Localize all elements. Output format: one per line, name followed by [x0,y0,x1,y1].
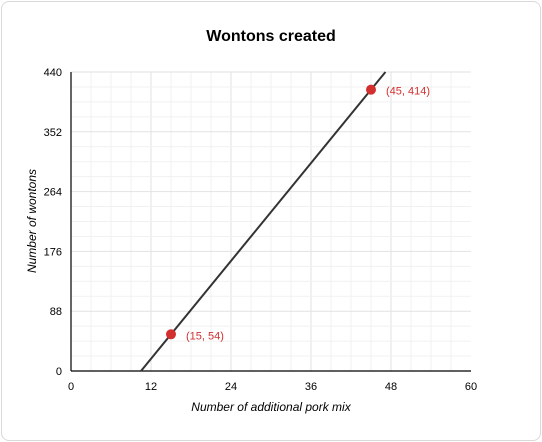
y-tick-label: 88 [50,306,62,318]
x-tick-label: 60 [465,381,477,393]
x-tick-label: 24 [225,381,237,393]
y-tick-labels: 0 88 176 264 352 440 [44,67,62,378]
grid [71,71,471,371]
y-tick-label: 352 [44,127,62,139]
data-point [366,84,376,95]
x-tick-labels: 0 12 24 36 48 60 [68,381,477,393]
y-tick-label: 0 [56,366,62,378]
series-line [140,71,387,372]
data-point-label: (45, 414) [386,86,430,98]
x-tick-label: 0 [68,381,74,393]
chart-title: Wontons created [206,28,336,45]
data-point-label: (15, 54) [186,330,224,342]
axes [70,72,471,372]
y-tick-label: 176 [44,246,62,258]
y-axis-label: Number of wontons [25,169,39,273]
y-tick-label: 264 [44,187,62,199]
x-axis-label: Number of additional pork mix [191,400,351,414]
y-tick-label: 440 [44,67,62,79]
x-tick-label: 48 [385,381,397,393]
x-tick-label: 12 [145,381,157,393]
x-tick-label: 36 [305,381,317,393]
data-point [166,329,176,340]
series: (15, 54) (45, 414) [140,71,430,372]
